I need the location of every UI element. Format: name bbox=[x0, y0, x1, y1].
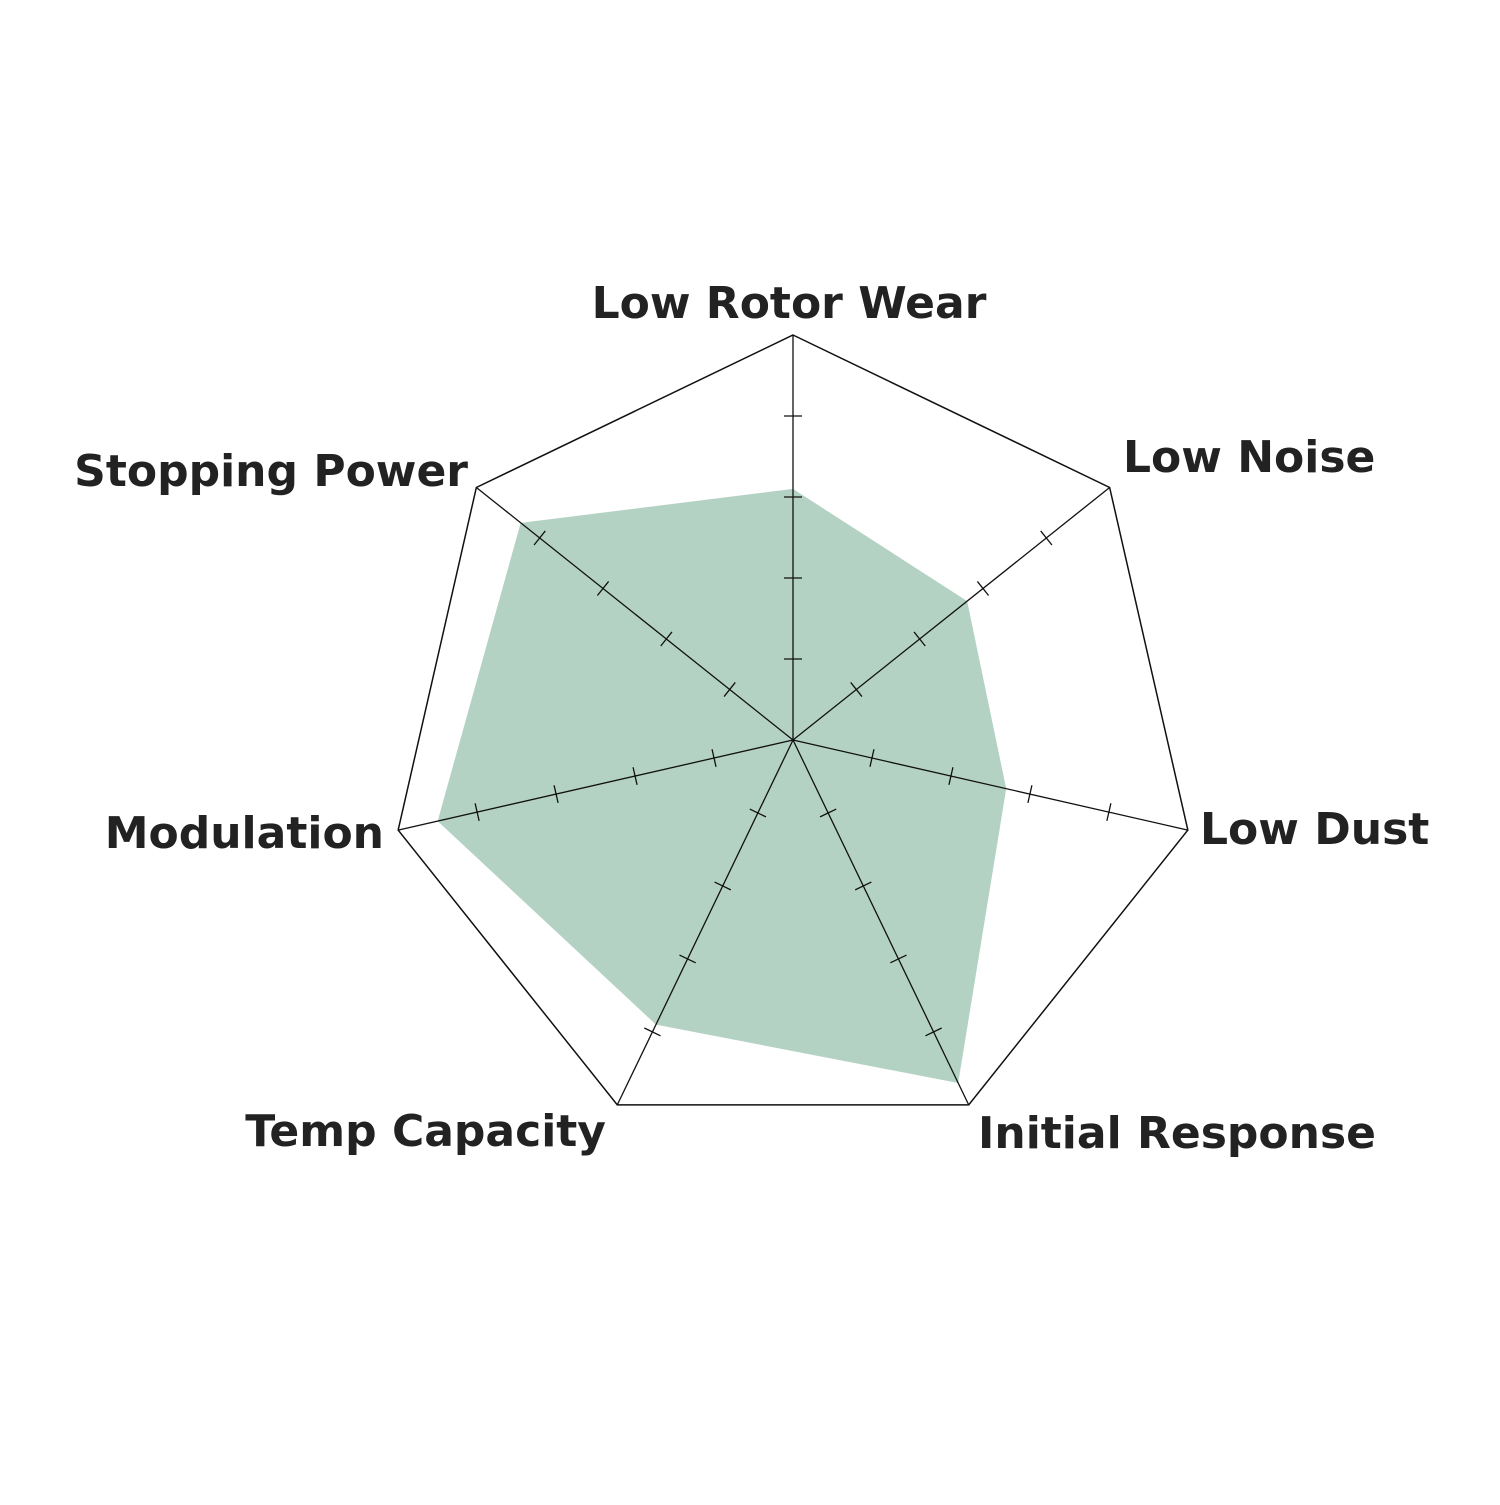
axis-tick bbox=[553, 785, 559, 803]
axis-tick bbox=[976, 581, 990, 596]
axis-tick bbox=[913, 631, 926, 647]
axis-tick bbox=[819, 808, 837, 818]
axis-spoke bbox=[792, 739, 1188, 831]
axis-tick bbox=[890, 954, 907, 964]
axis-label: Low Dust bbox=[1200, 804, 1429, 855]
data-area bbox=[437, 488, 1007, 1083]
outer-grid bbox=[397, 334, 1189, 1106]
axis-tick bbox=[925, 1027, 942, 1037]
axis-tick bbox=[723, 682, 736, 697]
axis-tick bbox=[869, 749, 875, 767]
axis-spoke bbox=[792, 486, 1111, 741]
axis-label: Initial Response bbox=[978, 1108, 1376, 1159]
axis-tick bbox=[711, 749, 717, 767]
axis-tick bbox=[596, 581, 610, 596]
axis-tick bbox=[1040, 530, 1053, 546]
axis-spoke bbox=[398, 739, 794, 831]
axis-spoke bbox=[475, 486, 794, 741]
axis-label: Low Noise bbox=[1123, 432, 1375, 483]
axis-tick bbox=[714, 881, 732, 891]
axis-label: Temp Capacity bbox=[245, 1106, 606, 1157]
axis-label: Low Rotor Wear bbox=[592, 278, 987, 329]
axis-spoke bbox=[792, 739, 970, 1106]
axis-label: Stopping Power bbox=[74, 446, 468, 497]
axis-tick bbox=[679, 954, 696, 964]
axis-tick bbox=[749, 808, 767, 818]
axis-tick bbox=[854, 881, 872, 891]
axis-tick bbox=[533, 530, 546, 546]
axis-label: Modulation bbox=[105, 808, 384, 859]
axis-tick bbox=[660, 631, 673, 647]
axis-tick bbox=[1106, 803, 1112, 822]
axis-tick bbox=[948, 767, 954, 785]
axis-tick bbox=[850, 682, 863, 697]
axis-tick bbox=[644, 1027, 661, 1037]
axis-tick bbox=[474, 803, 480, 822]
axis-tick bbox=[1027, 785, 1033, 803]
axis-tick bbox=[632, 767, 638, 785]
axis-spoke bbox=[616, 739, 794, 1106]
